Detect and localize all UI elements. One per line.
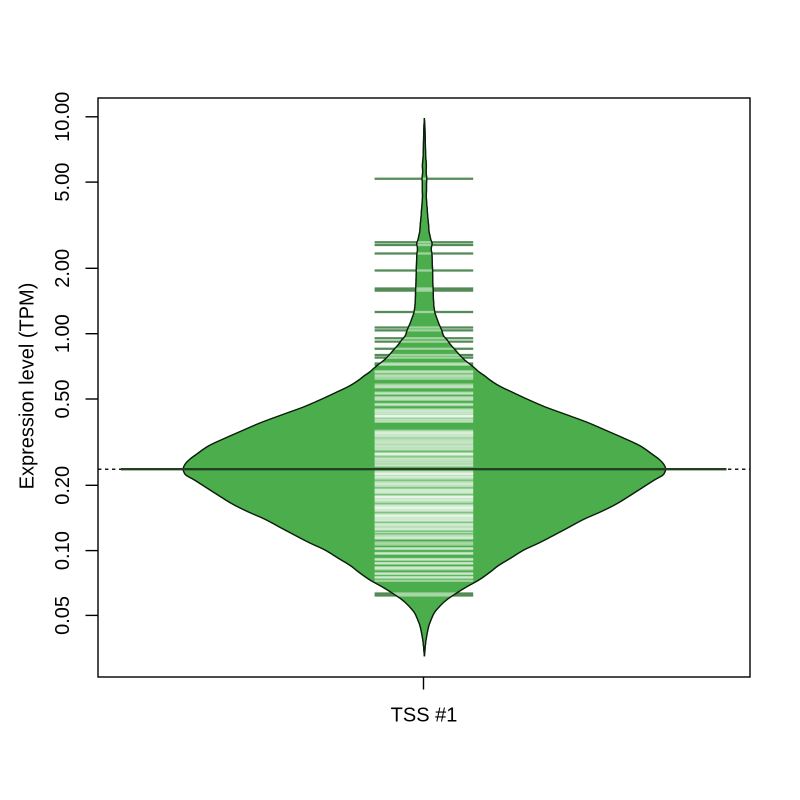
svg-text:10.00: 10.00 <box>52 92 74 142</box>
svg-text:0.50: 0.50 <box>52 380 74 419</box>
svg-text:0.20: 0.20 <box>52 466 74 505</box>
svg-text:TSS #1: TSS #1 <box>391 705 458 727</box>
svg-text:0.05: 0.05 <box>52 596 74 635</box>
svg-text:1.00: 1.00 <box>52 314 74 353</box>
svg-text:2.00: 2.00 <box>52 249 74 288</box>
svg-text:5.00: 5.00 <box>52 163 74 202</box>
svg-text:Expression level (TPM): Expression level (TPM) <box>17 283 39 490</box>
svg-text:0.10: 0.10 <box>52 531 74 570</box>
